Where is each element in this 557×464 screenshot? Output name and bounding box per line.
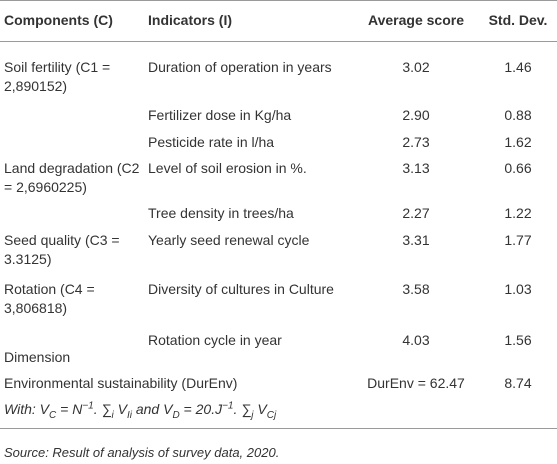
formula-part: = 20.J <box>179 401 223 417</box>
average-cell: DurEnv = 62.47 <box>367 375 465 391</box>
average-cell: 3.31 <box>402 232 430 248</box>
component-cell: Land degradation (C2 = 2,6960225) <box>4 160 140 195</box>
std-cell: 1.22 <box>504 205 532 221</box>
column-header: Average score <box>368 12 464 28</box>
component-cell: Seed quality (C3 = 3.3125) <box>4 232 120 267</box>
std-cell: 8.74 <box>504 375 532 391</box>
average-cell: 3.13 <box>402 160 430 176</box>
average-cell: 2.73 <box>402 134 430 150</box>
formula-part: j <box>251 409 254 421</box>
average-cell: 3.02 <box>402 59 430 75</box>
rule <box>0 428 557 429</box>
formula-part: = N <box>56 401 83 417</box>
indicator-cell: Rotation cycle in year <box>148 332 282 348</box>
std-cell: 1.03 <box>504 281 532 297</box>
column-header: Std. Dev. <box>488 12 548 28</box>
indicator-cell: Fertilizer dose in Kg/ha <box>148 107 292 123</box>
average-cell: 4.03 <box>402 332 430 348</box>
std-cell: 1.46 <box>504 59 532 75</box>
std-cell: 0.66 <box>504 160 532 176</box>
formula-part: i <box>111 409 114 421</box>
formula-part: Ii <box>126 409 132 421</box>
indicator-cell: Diversity of cultures in Culture <box>148 281 334 297</box>
formula-part: . ∑ <box>233 401 252 417</box>
formula-part: −1 <box>82 400 94 412</box>
indicator-cell: Tree density in trees/ha <box>148 205 294 221</box>
component-cell: Rotation (C4 = 3,806818) <box>4 281 95 316</box>
formula-part: V <box>253 401 267 417</box>
formula: With: VC = N−1. ∑i VIi and VD = 20.J−1. … <box>4 400 544 421</box>
std-cell: 1.62 <box>504 134 532 150</box>
average-cell: 3.58 <box>402 281 430 297</box>
formula-part: With: V <box>4 401 49 417</box>
formula-part: D <box>172 409 180 421</box>
rule <box>0 0 557 1</box>
std-cell: 0.88 <box>504 107 532 123</box>
formula-part: C <box>49 409 57 421</box>
indicator-cell: Duration of operation in years <box>148 59 332 75</box>
std-cell: 1.77 <box>504 232 532 248</box>
rule <box>0 41 557 42</box>
formula-part: V <box>113 401 127 417</box>
source-note: Source: Result of analysis of survey dat… <box>4 445 280 460</box>
component-cell: Soil fertility (C1 = 2,890152) <box>4 59 111 94</box>
indicator-cell: Pesticide rate in l/ha <box>148 134 275 150</box>
formula-part: . ∑ <box>93 401 112 417</box>
std-cell: 1.56 <box>504 332 532 348</box>
formula-part: −1 <box>222 400 234 412</box>
formula-part: and V <box>131 401 173 417</box>
indicator-cell: Yearly seed renewal cycle <box>148 232 310 248</box>
column-header: Indicators (I) <box>148 12 233 28</box>
dimension-label: Dimension <box>4 349 71 365</box>
formula-part: Cj <box>266 409 277 421</box>
average-cell: 2.27 <box>402 205 430 221</box>
indicator-cell: Level of soil erosion in %. <box>148 160 307 176</box>
average-cell: 2.90 <box>402 107 430 123</box>
dimension-name: Environmental sustainability (DurEnv) <box>4 375 238 391</box>
column-header: Components (C) <box>4 12 113 28</box>
